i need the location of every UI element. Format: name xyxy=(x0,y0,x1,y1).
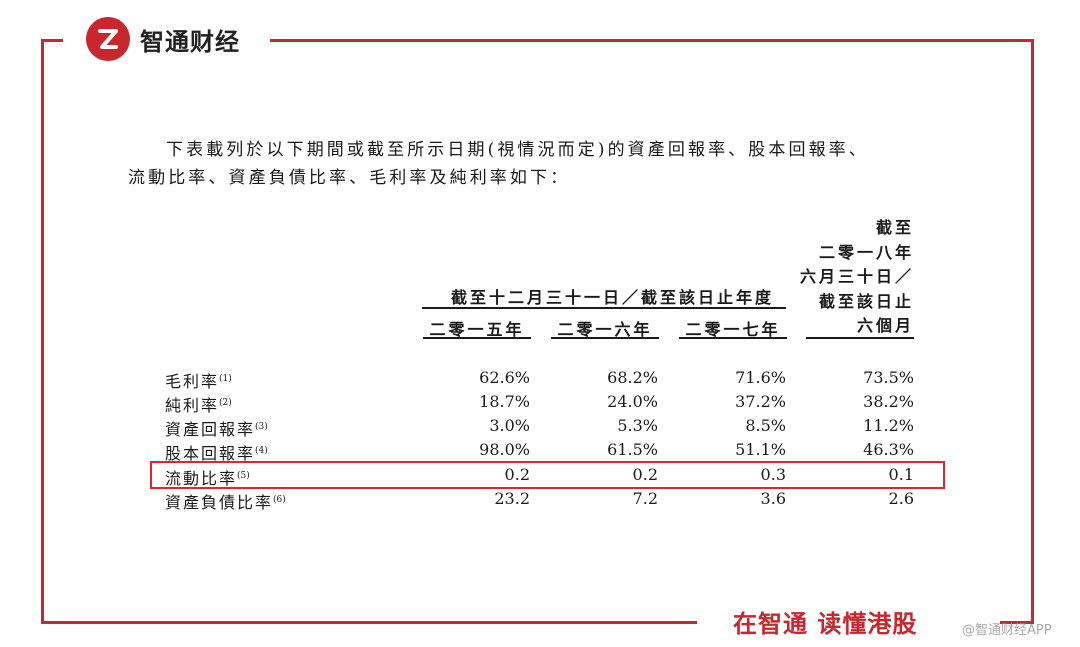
frame-border-left xyxy=(41,39,44,624)
footnote-marker: (1) xyxy=(219,374,232,384)
table-cell: 3.6 xyxy=(760,489,786,508)
table-cell: 18.7% xyxy=(479,392,530,411)
row-label-text: 純利率 xyxy=(165,396,220,415)
table-cell: 0.2 xyxy=(504,465,530,484)
table-cell: 71.6% xyxy=(735,368,786,387)
column-underline-2018-h1 xyxy=(806,337,914,339)
frame-border-bottom-right xyxy=(1000,621,1034,624)
table-row: 資產回報率(3) 3.0% 5.3% 8.5% 11.2% xyxy=(165,416,915,439)
row-label: 股本回報率(4) xyxy=(165,440,268,464)
table-cell: 46.3% xyxy=(863,440,914,459)
footnote-marker: (6) xyxy=(273,495,286,505)
table-row: 毛利率(1) 62.6% 68.2% 71.6% 73.5% xyxy=(165,368,915,391)
table-cell: 73.5% xyxy=(863,368,914,387)
row-label-text: 毛利率 xyxy=(165,372,220,391)
table-cell: 5.3% xyxy=(617,416,658,435)
table-row: 資產負債比率(6) 23.2 7.2 3.6 2.6 xyxy=(165,489,915,512)
brand-logo-icon xyxy=(86,17,130,61)
footnote-marker: (4) xyxy=(255,446,268,456)
last-header-line: 截至 xyxy=(875,218,914,237)
footnote-marker: (3) xyxy=(255,422,268,432)
table-cell: 8.5% xyxy=(745,416,786,435)
table-cell: 68.2% xyxy=(607,368,658,387)
group-header-underline xyxy=(422,307,786,309)
table-row: 股本回報率(4) 98.0% 61.5% 51.1% 46.3% xyxy=(165,440,915,463)
table-row: 純利率(2) 18.7% 24.0% 37.2% 38.2% xyxy=(165,392,915,415)
group-header: 截至十二月三十一日／截至該日止年度 xyxy=(450,288,774,307)
footnote-marker: (5) xyxy=(237,471,250,481)
row-label: 資產負債比率(6) xyxy=(165,489,286,513)
table-cell: 38.2% xyxy=(863,392,914,411)
row-label-text: 資產回報率 xyxy=(165,420,256,439)
column-underline-2015 xyxy=(423,337,531,339)
footer-slogan: 在智通 读懂港股 xyxy=(733,610,918,638)
table-cell: 7.2 xyxy=(632,489,658,508)
table-cell: 0.2 xyxy=(632,465,658,484)
intro-line-1: 下表載列於以下期間或截至所示日期(視情況而定)的資產回報率、股本回報率、 xyxy=(166,140,869,160)
table-row-highlighted: 流動比率(5) 0.2 0.2 0.3 0.1 xyxy=(165,465,915,488)
brand-name: 智通财经 xyxy=(140,27,240,56)
table-cell: 3.0% xyxy=(489,416,530,435)
highlight-box-current-ratio xyxy=(150,461,945,489)
table-cell: 37.2% xyxy=(735,392,786,411)
frame-border-top-left xyxy=(41,39,63,42)
frame-border-top-right xyxy=(270,39,1034,42)
column-underline-2017 xyxy=(679,337,787,339)
column-header-2018-h1: 截至 二零一八年 六月三十日／ 截至該日止 六個月 xyxy=(796,216,914,339)
table-cell: 23.2 xyxy=(494,489,530,508)
row-label-text: 流動比率 xyxy=(165,469,238,488)
row-label: 純利率(2) xyxy=(165,392,232,416)
row-label-text: 股本回報率 xyxy=(165,444,256,463)
row-label: 資產回報率(3) xyxy=(165,416,268,440)
table-cell: 0.1 xyxy=(888,465,914,484)
footnote-marker: (2) xyxy=(219,398,232,408)
frame-border-bottom xyxy=(41,621,697,624)
table-cell: 11.2% xyxy=(863,416,914,435)
column-header-2016: 二零一六年 xyxy=(557,320,653,339)
brand-logo: 智通财经 xyxy=(86,17,240,61)
last-header-line: 六月三十日／ xyxy=(799,267,914,286)
table-cell: 61.5% xyxy=(607,440,658,459)
column-header-2017: 二零一七年 xyxy=(685,320,781,339)
last-header-line: 六個月 xyxy=(856,316,914,335)
last-header-line: 截至該日止 xyxy=(818,291,914,311)
table-cell: 2.6 xyxy=(888,489,914,508)
column-underline-2016 xyxy=(551,337,659,339)
table-cell: 98.0% xyxy=(479,440,530,459)
brand-mark-glyph xyxy=(98,29,118,49)
table-cell: 0.3 xyxy=(760,465,786,484)
intro-paragraph: 下表載列於以下期間或截至所示日期(視情況而定)的資產回報率、股本回報率、 流動比… xyxy=(128,136,918,192)
row-label: 毛利率(1) xyxy=(165,368,232,392)
column-header-2015: 二零一五年 xyxy=(429,320,525,339)
last-header-line: 二零一八年 xyxy=(818,242,914,262)
row-label-text: 資產負債比率 xyxy=(165,493,274,512)
frame-border-right xyxy=(1031,39,1034,624)
row-label: 流動比率(5) xyxy=(165,465,250,489)
table-cell: 62.6% xyxy=(479,368,530,387)
watermark: @智通财经APP xyxy=(962,623,1052,638)
table-cell: 51.1% xyxy=(735,440,786,459)
table-cell: 24.0% xyxy=(607,392,658,411)
intro-line-2: 流動比率、資產負債比率、毛利率及純利率如下： xyxy=(128,168,571,188)
